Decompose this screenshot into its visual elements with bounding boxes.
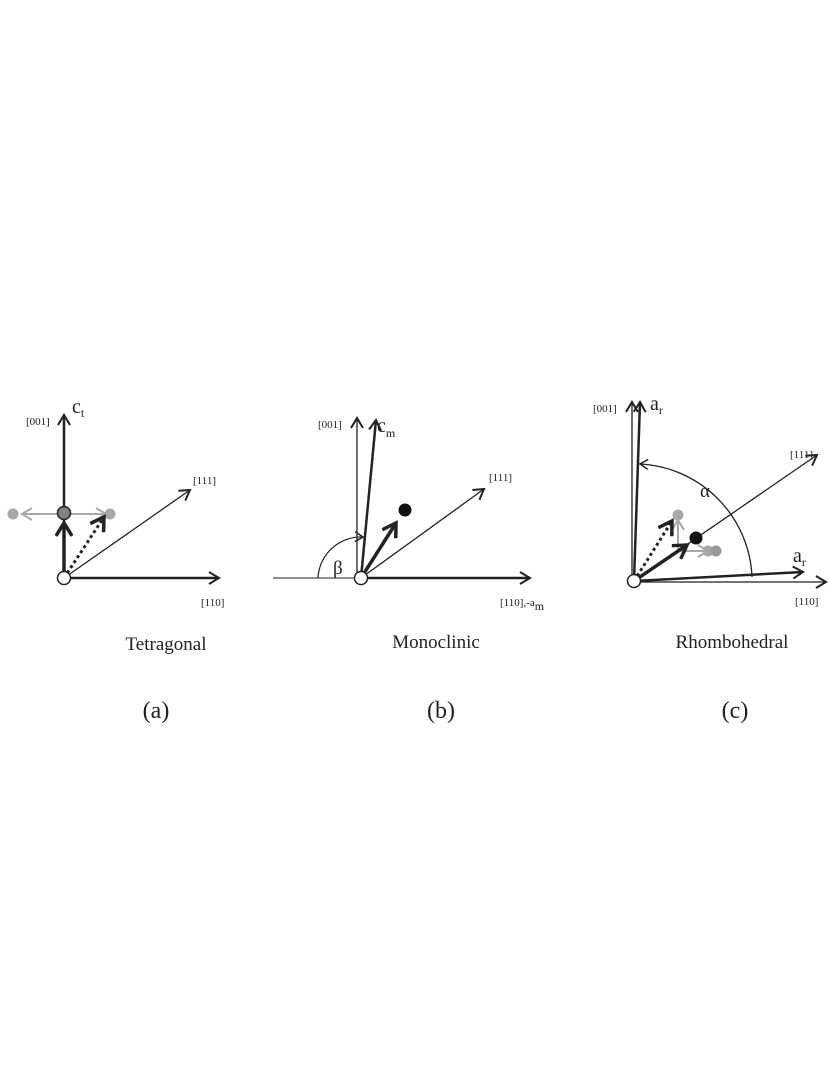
polarization-vector (633, 545, 687, 583)
axis-111-line (63, 488, 192, 579)
gray-dot-top (672, 509, 684, 521)
rotated-polarization-vector (632, 521, 672, 582)
panel-rhombohedral: [001] ar [111] α ar [110] Rhombohedral (… (593, 393, 828, 724)
polarization-vector (359, 523, 396, 579)
polarization-end-dot (398, 503, 412, 517)
cell-axis-cm-line (359, 418, 382, 579)
phase-name: Rhombohedral (676, 632, 789, 653)
phase-name: Monoclinic (392, 632, 480, 653)
axis-001-label: [001] (26, 416, 50, 428)
axis-111-label: [111] (193, 475, 216, 487)
cell-axis-label: ct (72, 396, 85, 420)
panel-tag: (b) (427, 698, 455, 724)
axis-111-line (360, 487, 486, 579)
beta-angle-arc (317, 531, 365, 579)
origin-dot (56, 570, 72, 586)
axis-111-label: [111] (790, 449, 813, 461)
cell-axis-ar-top-line (632, 400, 647, 582)
alpha-label: α (700, 481, 710, 502)
origin-dot (353, 570, 369, 586)
beta-label: β (333, 558, 343, 579)
phase-name: Tetragonal (126, 634, 207, 655)
panel-tetragonal: [001] [110] [111] ct Tetragonal (a) (7, 396, 224, 724)
cell-axis-right-label: ar (793, 545, 806, 569)
axis-110-label: [110] (795, 596, 818, 608)
panel-tag: (c) (722, 698, 749, 724)
gray-dot-left (7, 508, 19, 520)
cell-axis-label: cm (377, 415, 396, 440)
axis-110-label: [110],-am (500, 597, 545, 613)
polarization-end-dot (56, 505, 72, 521)
polarization-end-dot (689, 531, 703, 545)
gray-dot-right-1 (702, 545, 714, 557)
alpha-angle-arc (638, 458, 753, 578)
cell-axis-ar-right-line (633, 565, 805, 583)
axis-110-label: [110] (201, 597, 224, 609)
panel-tag: (a) (143, 698, 170, 724)
gray-dot-right-2 (710, 545, 722, 557)
panel-monoclinic: [001] cm [111] [110],-am β Monoclinic (b… (273, 415, 545, 724)
gray-dot-right (104, 508, 116, 520)
axis-111-label: [111] (489, 472, 512, 484)
origin-dot (626, 573, 642, 589)
axis-001-label: [001] (318, 419, 342, 431)
rotated-polarization-vector (62, 517, 104, 579)
axis-001-label: [001] (593, 403, 617, 415)
cell-axis-top-label: ar (650, 393, 663, 417)
